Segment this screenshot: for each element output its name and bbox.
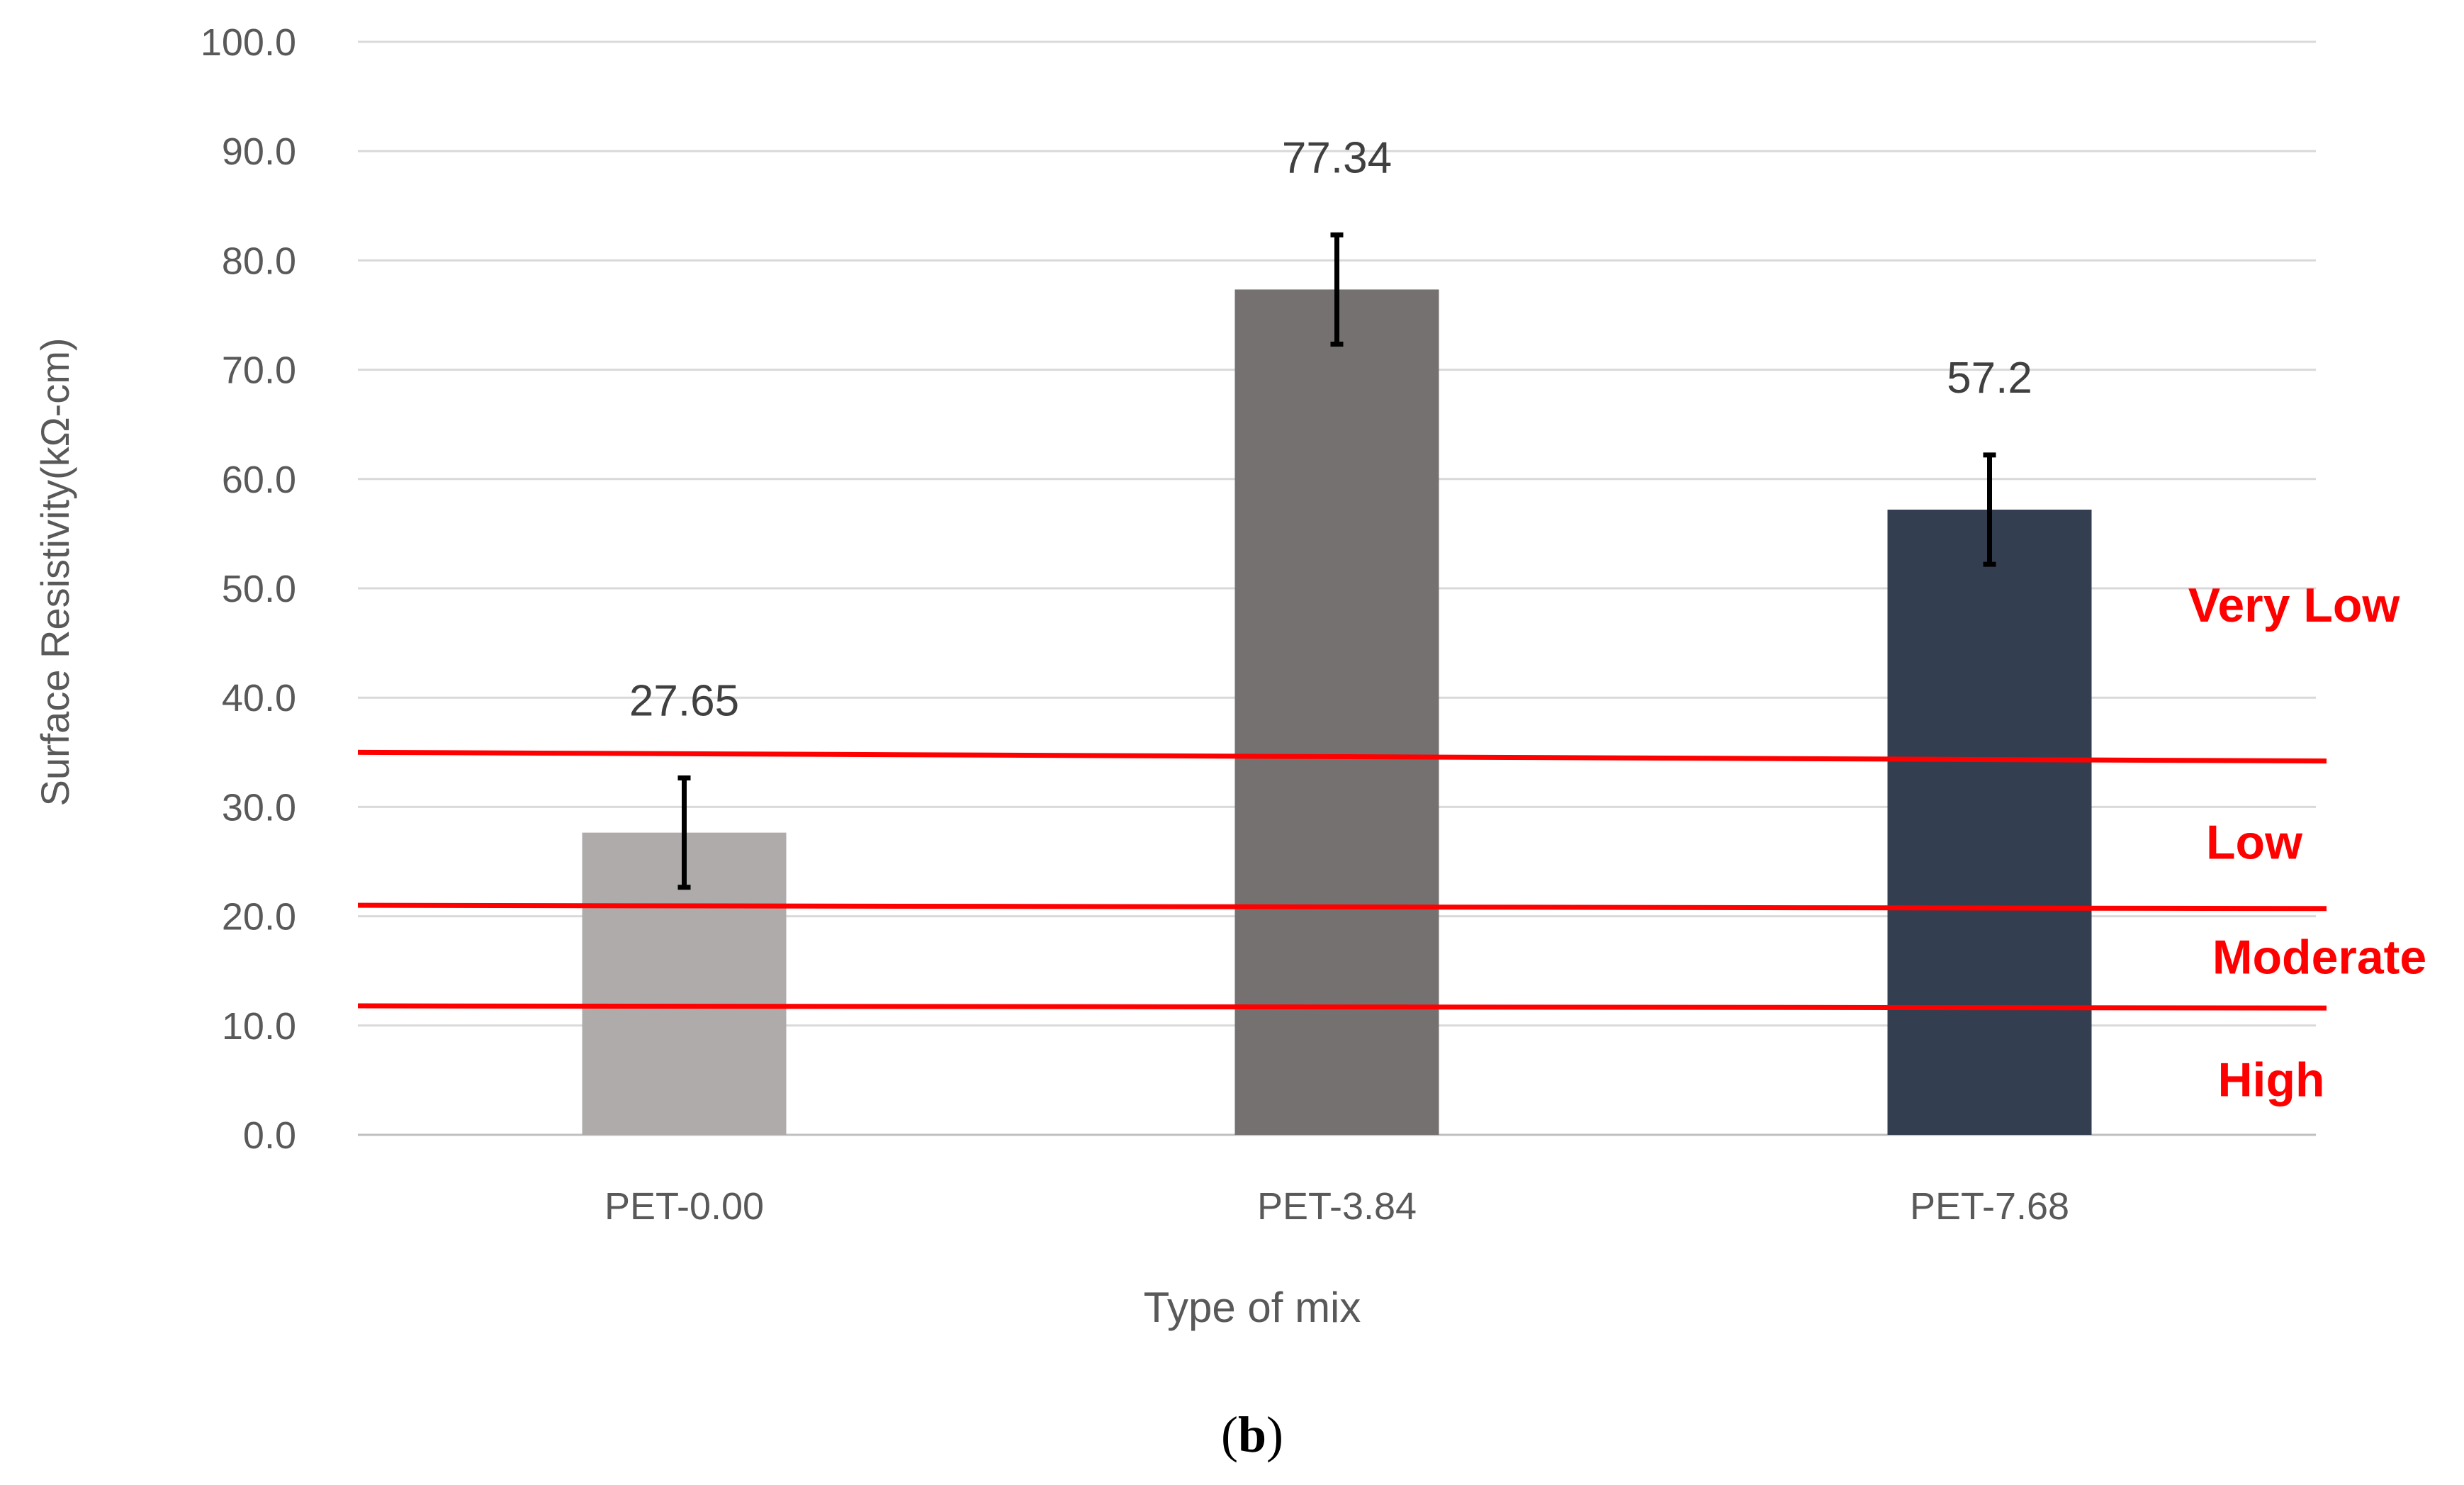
x-tick-label: PET-7.68 [1910, 1185, 2069, 1228]
panel-label-close: ) [1266, 1406, 1283, 1463]
y-tick-label: 50.0 [222, 568, 296, 610]
x-tick-label: PET-0.00 [604, 1185, 764, 1228]
y-axis-title: Surface Resistivity(kΩ-cm) [33, 337, 77, 806]
zone-label: High [2217, 1053, 2324, 1106]
panel-label-letter: b [1238, 1406, 1266, 1463]
x-tick-label: PET-3.84 [1257, 1185, 1417, 1228]
data-labels: 27.65 77.34 57.2 [629, 133, 2032, 725]
panel-label: (b) [1221, 1406, 1283, 1463]
data-label: 57.2 [1947, 354, 2032, 403]
x-axis-ticks: PET-0.00 PET-3.84 PET-7.68 [604, 1185, 2069, 1228]
x-axis-title: Type of mix [1144, 1284, 1361, 1331]
threshold-line [357, 749, 2327, 764]
bar [1234, 289, 1439, 1135]
panel-label-open: ( [1221, 1406, 1238, 1463]
bars [582, 289, 2092, 1135]
y-axis-ticks: 0.0 10.0 20.0 30.0 40.0 50.0 60.0 70.0 80.0 90.0 1… [201, 21, 296, 1157]
threshold-lines [357, 749, 2327, 1011]
y-tick-label: 80.0 [222, 240, 296, 282]
y-tick-label: 0.0 [243, 1114, 296, 1157]
y-tick-label: 70.0 [222, 349, 296, 392]
y-tick-label: 20.0 [222, 896, 296, 938]
y-tick-label: 10.0 [222, 1005, 296, 1048]
threshold-line [357, 1003, 2327, 1011]
y-tick-label: 40.0 [222, 677, 296, 719]
error-bars [677, 232, 1996, 890]
threshold-line [357, 902, 2327, 912]
y-tick-label: 60.0 [222, 459, 296, 501]
data-label: 27.65 [629, 677, 739, 726]
y-tick-label: 30.0 [222, 786, 296, 829]
zone-label: Low [2206, 816, 2303, 870]
zone-label: Moderate [2212, 931, 2426, 985]
data-label: 77.34 [1282, 133, 1392, 182]
bar [1887, 509, 2092, 1135]
zone-label: Very Low [2188, 578, 2401, 632]
y-tick-label: 100.0 [201, 21, 296, 64]
zone-labels: Very Low Low Moderate High [2188, 578, 2426, 1106]
y-tick-label: 90.0 [222, 130, 296, 173]
